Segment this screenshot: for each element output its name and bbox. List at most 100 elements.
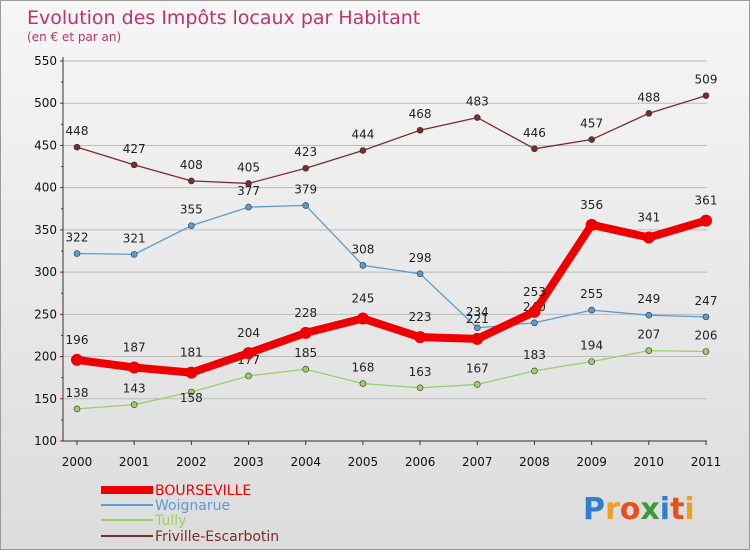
series-line bbox=[76, 349, 707, 410]
axes: 550 500 450 400 350 300 250 200 150 100 2000 2001 20… bbox=[34, 54, 721, 469]
data-label: 204 bbox=[237, 326, 260, 340]
data-label: 223 bbox=[409, 310, 432, 324]
data-label: 509 bbox=[695, 73, 718, 87]
y-tick-label: 250 bbox=[34, 307, 57, 321]
data-label: 361 bbox=[695, 194, 718, 208]
data-label: 356 bbox=[580, 198, 603, 212]
data-label: 341 bbox=[637, 210, 660, 224]
data-point bbox=[130, 251, 138, 258]
x-tick-label: 2002 bbox=[176, 455, 207, 469]
data-point bbox=[188, 177, 195, 185]
data-point bbox=[359, 147, 367, 154]
logo-letter: P bbox=[583, 492, 605, 527]
data-point bbox=[416, 126, 424, 134]
x-tick-label: 2004 bbox=[290, 455, 321, 469]
logo-letter: i bbox=[660, 492, 670, 527]
data-point bbox=[588, 358, 595, 365]
data-point bbox=[531, 367, 538, 375]
data-label: 448 bbox=[66, 124, 89, 138]
chart-subtitle: (en € et par an) bbox=[27, 30, 121, 44]
data-label: 444 bbox=[351, 128, 374, 142]
y-tick-label: 150 bbox=[34, 392, 57, 406]
data-label: 446 bbox=[523, 126, 546, 140]
data-label: 207 bbox=[637, 328, 660, 342]
data-label: 488 bbox=[637, 90, 660, 104]
data-label: 194 bbox=[580, 339, 603, 353]
legend-label: Woignarue bbox=[155, 498, 230, 514]
data-label: 206 bbox=[695, 328, 718, 342]
data-point bbox=[528, 305, 541, 318]
series-line bbox=[76, 204, 707, 329]
logo-letter: t bbox=[670, 492, 684, 527]
data-point bbox=[700, 214, 712, 227]
data-label: 405 bbox=[237, 160, 260, 174]
data-label: 187 bbox=[123, 341, 146, 355]
series-bourseville: 196 187 181 204 228 245 223 221 253 356 341 361 bbox=[66, 194, 718, 379]
legend: BOURSEVILLEWoignarueTullyFriville-Escarb… bbox=[101, 483, 279, 545]
data-point bbox=[245, 203, 252, 211]
x-tick-label: 2000 bbox=[62, 455, 93, 469]
y-tick-label: 400 bbox=[34, 181, 57, 195]
series-friville-escarbotin: 448 427 408 405 423 444 468 483 446 457 488 509 bbox=[66, 73, 718, 187]
y-tick-label: 550 bbox=[34, 54, 57, 68]
x-tick-label: 2003 bbox=[233, 455, 264, 469]
data-label: 221 bbox=[466, 312, 489, 326]
x-tick-label: 2011 bbox=[691, 455, 722, 469]
data-point bbox=[416, 270, 424, 278]
logo-letter: r bbox=[605, 492, 620, 527]
series-line bbox=[76, 216, 708, 377]
data-label: 249 bbox=[637, 292, 660, 306]
data-point bbox=[473, 114, 481, 121]
y-tick-label: 300 bbox=[34, 265, 57, 279]
data-label: 228 bbox=[294, 306, 317, 320]
data-label: 185 bbox=[294, 346, 317, 360]
data-point bbox=[702, 348, 710, 355]
data-point bbox=[242, 347, 255, 360]
data-point bbox=[128, 361, 141, 374]
data-label: 427 bbox=[123, 142, 146, 156]
logo-letter: o bbox=[620, 492, 641, 527]
data-label: 379 bbox=[294, 182, 317, 196]
data-label: 408 bbox=[180, 158, 203, 172]
legend-label: BOURSEVILLE bbox=[155, 483, 251, 499]
y-tick-label: 500 bbox=[34, 96, 57, 110]
data-point bbox=[71, 353, 83, 366]
data-label: 355 bbox=[180, 203, 203, 217]
data-point bbox=[585, 218, 598, 231]
data-label: 138 bbox=[66, 386, 89, 400]
data-point bbox=[642, 231, 655, 244]
x-tick-label: 2006 bbox=[405, 455, 436, 469]
data-label: 483 bbox=[466, 95, 489, 109]
data-point bbox=[588, 136, 595, 143]
data-label: 183 bbox=[523, 348, 546, 362]
data-point bbox=[130, 161, 138, 169]
data-point bbox=[645, 110, 653, 117]
data-point bbox=[130, 401, 138, 408]
data-point bbox=[356, 312, 369, 325]
x-tick-label: 2010 bbox=[634, 455, 665, 469]
data-point bbox=[73, 143, 81, 151]
y-tick-label: 350 bbox=[34, 223, 57, 237]
data-point bbox=[416, 384, 424, 392]
y-tick-label: 100 bbox=[34, 434, 57, 448]
x-tick-label: 2005 bbox=[348, 455, 379, 469]
data-point bbox=[302, 202, 310, 209]
data-label: 457 bbox=[580, 117, 603, 131]
logo-letter: i bbox=[684, 492, 694, 527]
proxiti-logo: Proxiti bbox=[583, 492, 695, 527]
x-tick-label: 2007 bbox=[462, 455, 493, 469]
data-label: 255 bbox=[580, 287, 603, 301]
data-point bbox=[302, 365, 310, 373]
data-point bbox=[702, 92, 710, 99]
data-label: 253 bbox=[523, 285, 546, 299]
y-tick-label: 450 bbox=[34, 138, 57, 152]
data-point bbox=[245, 180, 252, 187]
series-woignarue: 322321355377379308298234240255249247 bbox=[66, 182, 717, 332]
legend-label: Tully bbox=[154, 513, 186, 529]
data-point bbox=[588, 306, 595, 314]
data-point bbox=[185, 366, 198, 379]
data-label: 143 bbox=[123, 382, 146, 396]
